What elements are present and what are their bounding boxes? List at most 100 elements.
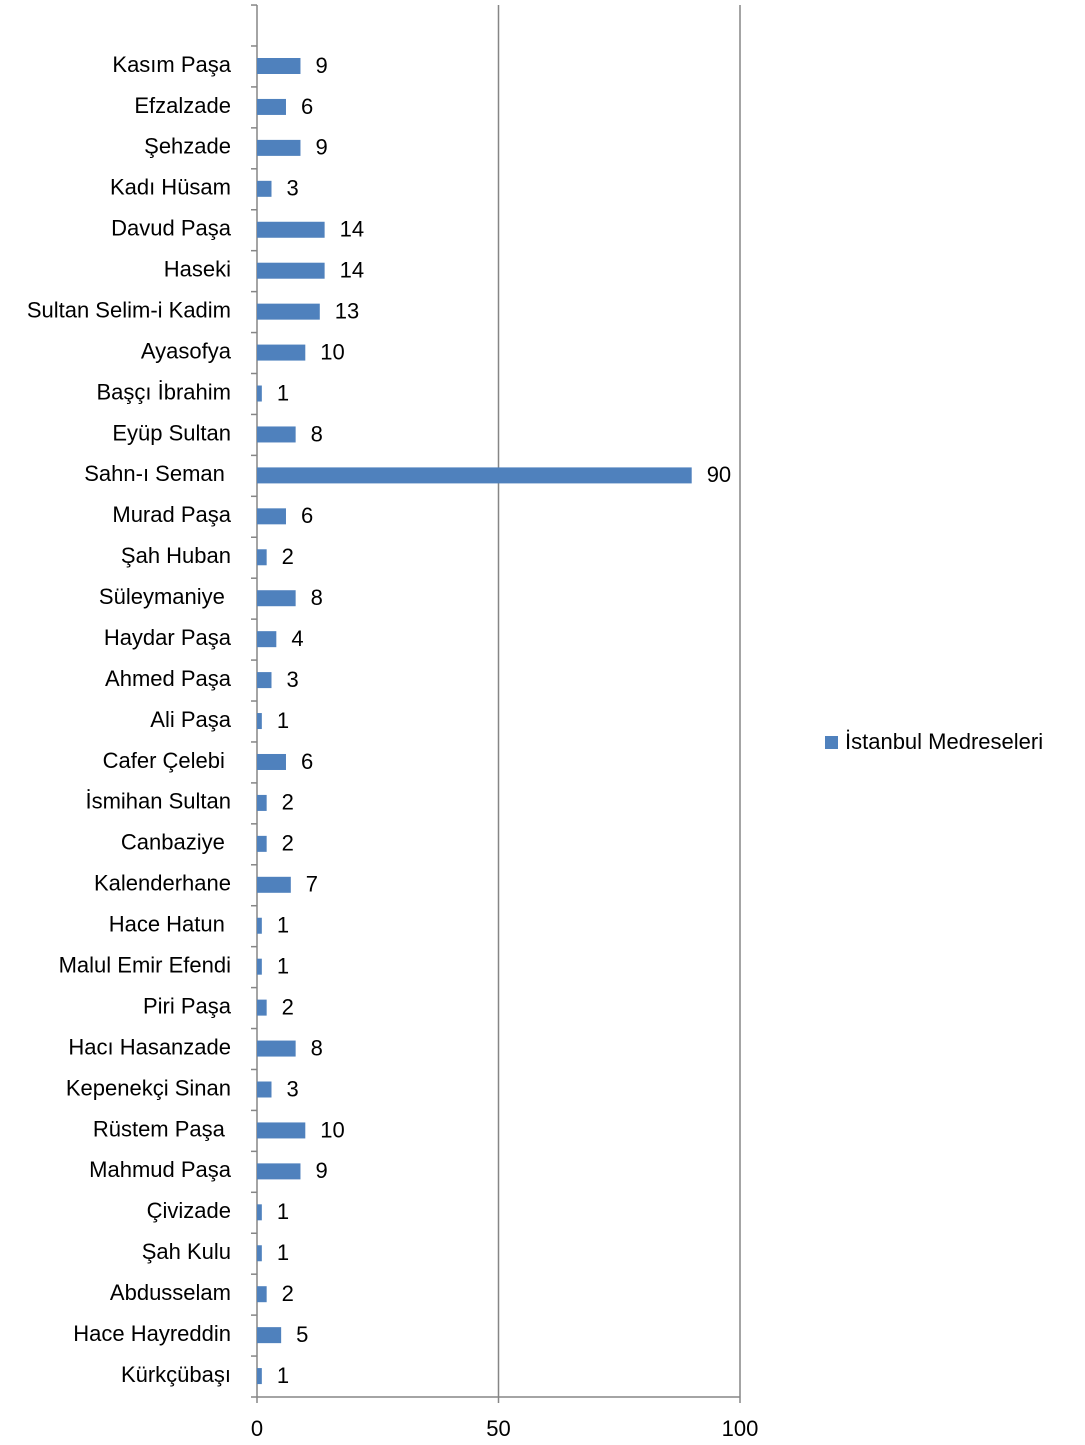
- data-label: 10: [320, 339, 344, 364]
- bar: [257, 262, 325, 279]
- bar: [257, 303, 320, 320]
- data-label: 9: [315, 1158, 327, 1183]
- bar: [257, 917, 262, 934]
- data-label: 1: [277, 913, 289, 938]
- data-label: 3: [286, 667, 298, 692]
- data-label: 7: [306, 872, 318, 897]
- data-label: 2: [282, 831, 294, 856]
- data-label: 2: [282, 1281, 294, 1306]
- bar: [257, 590, 296, 607]
- y-tick-label: Kalenderhane: [94, 871, 231, 896]
- bar: [257, 1286, 267, 1303]
- bar: [257, 1122, 306, 1139]
- bar: [257, 1245, 262, 1262]
- bar: [257, 139, 301, 156]
- y-tick-label: Şehzade: [144, 134, 231, 159]
- data-label: 4: [291, 626, 303, 651]
- y-tick-label: Hace Hayreddin: [73, 1321, 231, 1346]
- data-label: 3: [286, 1076, 298, 1101]
- bar: [257, 835, 267, 852]
- y-tick-label: Kepenekçi Sinan: [66, 1075, 231, 1100]
- data-label: 1: [277, 1199, 289, 1224]
- data-label: 1: [277, 1240, 289, 1265]
- data-label: 5: [296, 1322, 308, 1347]
- y-tick-label: Sahn-ı Seman: [84, 461, 231, 486]
- data-label: 2: [282, 994, 294, 1019]
- bar: [257, 1163, 301, 1180]
- data-label: 6: [301, 94, 313, 119]
- y-tick-label: Sultan Selim-i Kadim: [27, 297, 231, 322]
- bar: [257, 631, 277, 648]
- data-label: 6: [301, 503, 313, 528]
- y-tick-label: Haseki: [164, 257, 231, 282]
- bar: [257, 713, 262, 730]
- data-label: 9: [315, 135, 327, 160]
- x-tick-label: 0: [251, 1416, 263, 1441]
- bar: [257, 794, 267, 811]
- y-tick-label: Piri Paşa: [143, 993, 232, 1018]
- y-tick-label: Süleymaniye: [99, 584, 231, 609]
- y-tick-label: Kürkçübaşı: [121, 1362, 231, 1387]
- y-tick-label: Başçı İbrahim: [97, 379, 232, 404]
- data-label: 14: [340, 258, 364, 283]
- bar: [257, 999, 267, 1016]
- bar: [257, 753, 286, 770]
- y-tick-label: Murad Paşa: [112, 502, 231, 527]
- y-tick-label: Hacı Hasanzade: [68, 1034, 231, 1059]
- bar: [257, 426, 296, 443]
- y-tick-label: Ali Paşa: [150, 707, 231, 732]
- bar: [257, 1204, 262, 1221]
- bar: [257, 221, 325, 238]
- y-tick-label: Cafer Çelebi: [103, 748, 231, 773]
- bar: [257, 1368, 262, 1385]
- data-label: 1: [277, 1363, 289, 1388]
- y-tick-label: Eyüp Sultan: [112, 420, 231, 445]
- data-label: 8: [311, 421, 323, 446]
- data-label: 1: [277, 953, 289, 978]
- data-label: 90: [707, 462, 731, 487]
- y-tick-label: Efzalzade: [134, 93, 231, 118]
- legend-swatch: [825, 736, 838, 749]
- bar: [257, 876, 291, 893]
- data-label: 14: [340, 217, 364, 242]
- y-tick-label: Hace Hatun: [109, 912, 231, 937]
- y-tick-label: Abdusselam: [110, 1280, 231, 1305]
- data-label: 8: [311, 1035, 323, 1060]
- y-tick-label: Kadı Hüsam: [110, 175, 231, 200]
- bar: [257, 467, 692, 484]
- legend-label: İstanbul Medreseleri: [845, 729, 1043, 754]
- y-tick-label: Rüstem Paşa: [93, 1116, 231, 1141]
- bar: [257, 1327, 282, 1344]
- x-tick-label: 100: [722, 1416, 759, 1441]
- data-label: 10: [320, 1117, 344, 1142]
- y-tick-label: Mahmud Paşa: [89, 1157, 232, 1182]
- bar: [257, 508, 286, 525]
- bar: [257, 672, 272, 689]
- y-tick-label: Şah Kulu: [142, 1239, 231, 1264]
- bar: [257, 1040, 296, 1057]
- bar: [257, 549, 267, 566]
- data-label: 13: [335, 298, 359, 323]
- y-tick-label: Davud Paşa: [111, 216, 232, 241]
- bar: [257, 58, 301, 74]
- bar: [257, 344, 306, 361]
- bar: [257, 385, 262, 402]
- bar: [257, 958, 262, 975]
- data-label: 9: [315, 53, 327, 78]
- y-tick-label: Kasım Paşa: [112, 52, 231, 77]
- x-tick-label: 50: [486, 1416, 510, 1441]
- data-label: 1: [277, 708, 289, 733]
- y-tick-label: Şah Huban: [121, 543, 231, 568]
- y-tick-label: Canbaziye: [121, 830, 231, 855]
- y-tick-label: Ayasofya: [141, 338, 232, 363]
- data-label: 2: [282, 544, 294, 569]
- y-tick-label: Malul Emir Efendi: [59, 952, 231, 977]
- data-label: 8: [311, 585, 323, 610]
- data-label: 3: [286, 176, 298, 201]
- y-tick-label: Haydar Paşa: [104, 625, 232, 650]
- y-tick-label: Çivizade: [147, 1198, 231, 1223]
- data-label: 2: [282, 790, 294, 815]
- y-tick-label: İsmihan Sultan: [85, 789, 231, 814]
- data-label: 1: [277, 380, 289, 405]
